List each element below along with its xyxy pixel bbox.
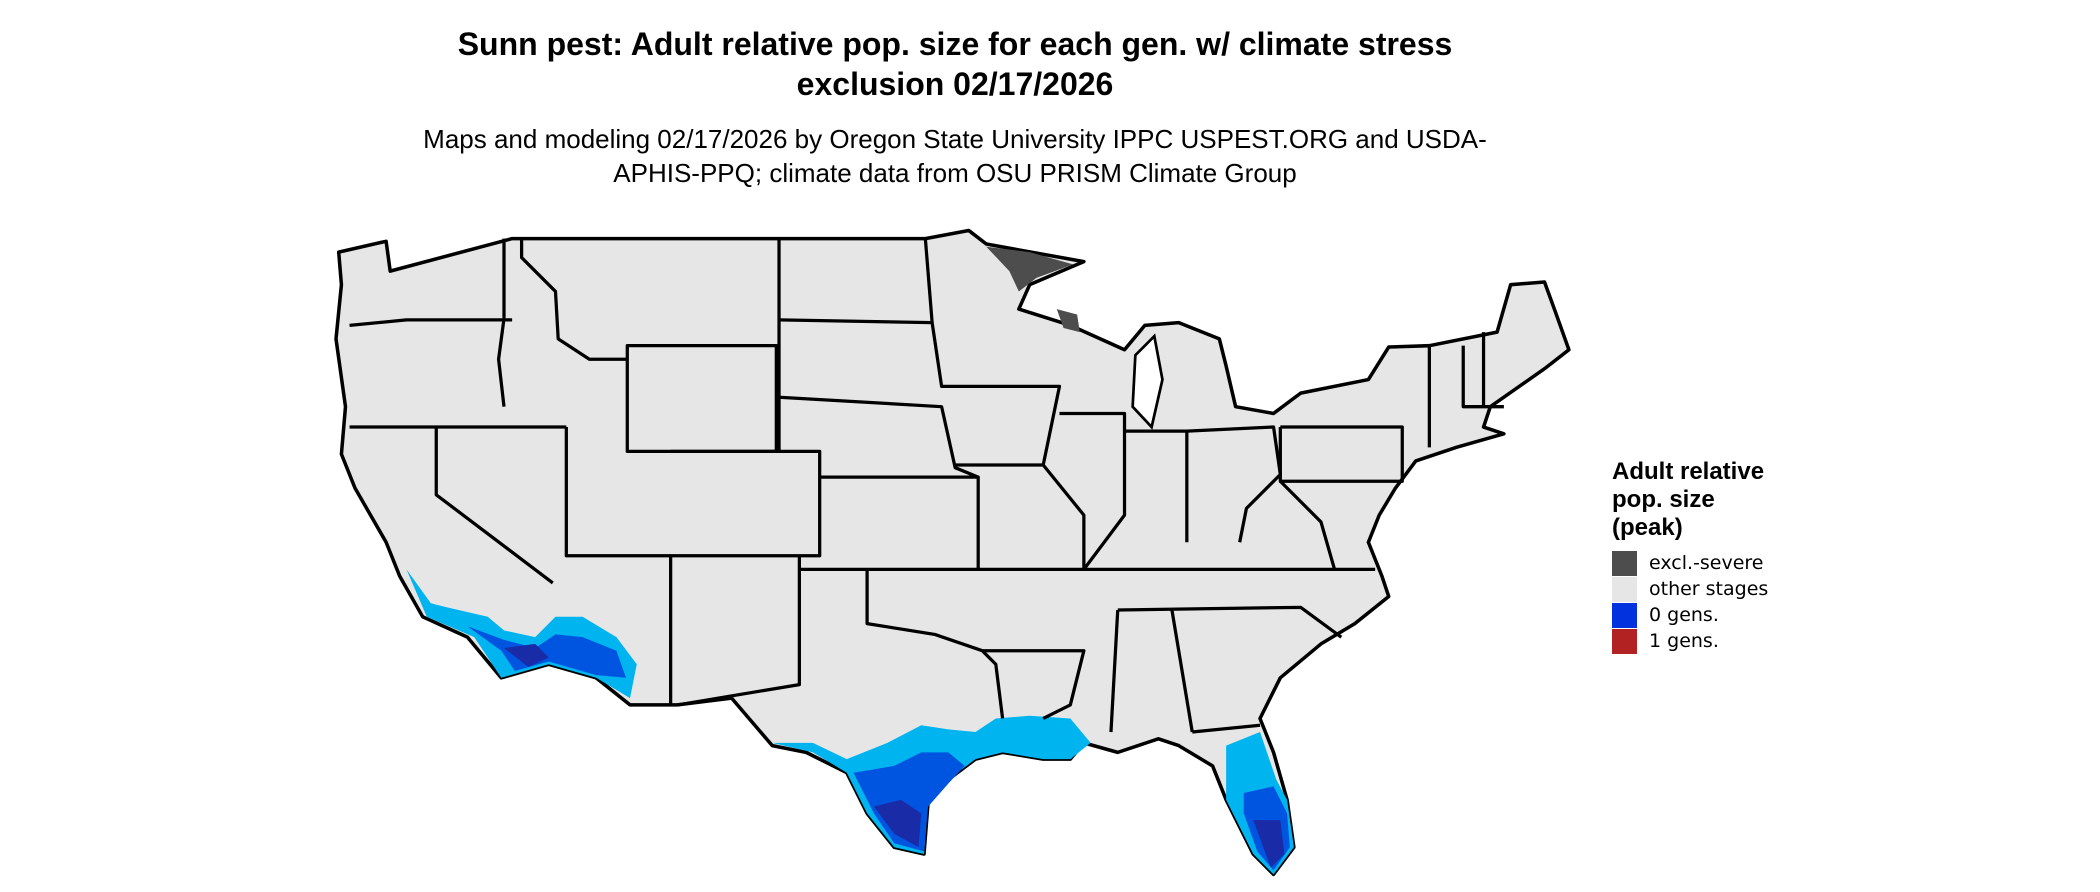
legend-item: excl.-severe bbox=[1612, 550, 1812, 576]
legend-item: 1 gens. bbox=[1612, 628, 1812, 654]
us-land bbox=[334, 228, 1571, 877]
climate-zones bbox=[406, 246, 1294, 875]
zone-mid bbox=[467, 626, 626, 678]
legend: Adult relative pop. size (peak) excl.-se… bbox=[1612, 458, 1812, 654]
legend-label: excl.-severe bbox=[1649, 552, 1764, 574]
zone-dark bbox=[1253, 820, 1285, 868]
legend-swatch bbox=[1612, 550, 1637, 576]
legend-item: other stages bbox=[1612, 576, 1812, 602]
zone-dark bbox=[504, 643, 549, 667]
map-subtitle: Maps and modeling 02/17/2026 by Oregon S… bbox=[423, 124, 1487, 188]
legend-title: Adult relative pop. size (peak) bbox=[1612, 458, 1765, 541]
lake-michigan bbox=[1131, 333, 1164, 430]
zone-excluded bbox=[986, 246, 1074, 292]
legend-swatch bbox=[1612, 628, 1637, 654]
legend-label: 1 gens. bbox=[1649, 630, 1719, 652]
legend-items: excl.-severe other stages 0 gens. 1 gens. bbox=[1612, 550, 1812, 654]
legend-swatch bbox=[1612, 576, 1637, 602]
zone-mid bbox=[853, 752, 965, 852]
legend-swatch bbox=[1612, 602, 1637, 628]
legend-label: 0 gens. bbox=[1649, 604, 1719, 626]
zone-excluded bbox=[1056, 309, 1080, 333]
state-borders bbox=[349, 238, 1504, 734]
zone-dark bbox=[873, 799, 922, 848]
legend-item: 0 gens. bbox=[1612, 602, 1812, 628]
map-title: Sunn pest: Adult relative pop. size for … bbox=[457, 26, 1453, 102]
legend-label: other stages bbox=[1649, 578, 1769, 600]
